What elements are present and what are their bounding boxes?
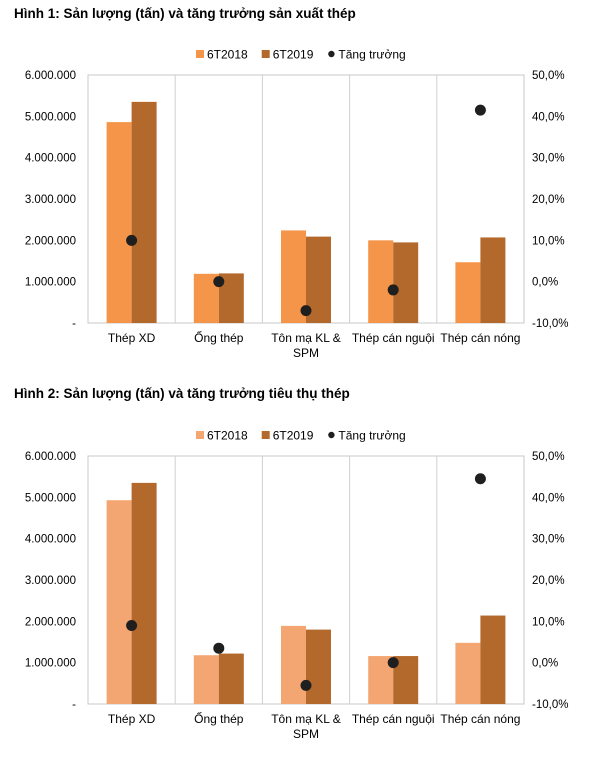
y2-tick-label: 10,0%	[532, 235, 565, 247]
y-tick-label: 2.000.000	[25, 616, 76, 628]
bar-6t2018	[368, 240, 394, 323]
legend-label: 6T2019	[273, 48, 314, 62]
bar-6t2019	[218, 653, 244, 704]
chart-consumption-plot: 6T2018 6T2019 Tăng trưởng - 1.000.000 2.000.0…	[25, 429, 569, 742]
bar-6t2019	[306, 629, 331, 704]
y-tick-label: 6.000.000	[25, 70, 76, 82]
bar-6t2019	[131, 101, 157, 323]
chart-title: Hình 1: Sản lượng (tấn) và tăng trưởng s…	[14, 6, 356, 21]
y2-tick-label: 50,0%	[532, 70, 565, 82]
bar-6t2019	[480, 237, 506, 323]
bar-6t2018	[193, 655, 219, 704]
y-tick-label: 4.000.000	[25, 534, 76, 546]
y2-tick-label: 20,0%	[532, 575, 565, 587]
bar-6t2018	[106, 500, 132, 704]
growth-marker	[387, 284, 399, 296]
y-tick-label: 3.000.000	[25, 575, 76, 587]
y2-tick-label: 0,0%	[532, 277, 558, 289]
legend-swatch-6t2018	[196, 50, 204, 58]
bar-6t2019	[393, 242, 419, 323]
chart-production-plot: 6T2018 6T2019 Tăng trưởng - 1.000.000 2.000.0…	[25, 48, 569, 361]
growth-marker	[474, 473, 486, 485]
growth-marker	[213, 642, 225, 654]
bar-6t2018	[455, 642, 481, 704]
growth-marker	[300, 305, 312, 317]
legend-marker-growth	[328, 50, 335, 58]
y2-tick-label: 10,0%	[532, 616, 565, 628]
y-tick-label: 6.000.000	[25, 451, 76, 463]
category-label: Thép cán nguội	[352, 331, 435, 345]
legend-swatch-6t2018	[196, 431, 204, 439]
growth-marker	[213, 276, 225, 288]
category-label: Thép cán nguội	[352, 712, 435, 726]
bar-6t2018	[281, 625, 306, 704]
category-label: Thép cán nóng	[440, 712, 520, 726]
bar-6t2018	[106, 122, 132, 324]
chart-production: Hình 1: Sản lượng (tấn) và tăng trưởng s…	[0, 0, 600, 380]
category-label: Tôn mạ KL &	[271, 712, 341, 726]
category-label: Thép cán nóng	[440, 331, 520, 345]
legend-label: 6T2018	[207, 48, 248, 62]
y-tick-label: 3.000.000	[25, 194, 76, 206]
y2-tick-label: 0,0%	[532, 658, 558, 670]
bar-6t2019	[131, 482, 157, 704]
y-tick-label: 2.000.000	[25, 235, 76, 247]
y2-tick-label: -10,0%	[532, 699, 568, 711]
y2-tick-label: 30,0%	[532, 153, 565, 165]
legend-label: 6T2018	[207, 429, 248, 443]
legend-label: 6T2019	[273, 429, 314, 443]
y-tick-label: 1.000.000	[25, 658, 76, 670]
category-label: Thép XD	[108, 331, 156, 345]
category-label: SPM	[293, 727, 319, 741]
y2-tick-label: 20,0%	[532, 194, 565, 206]
y-tick-label: 4.000.000	[25, 153, 76, 165]
legend-marker-growth	[328, 431, 335, 439]
legend-swatch-6t2019	[261, 50, 270, 58]
category-label: Ống thép	[194, 711, 244, 726]
y-tick-label: 5.000.000	[25, 111, 76, 123]
y2-tick-label: 50,0%	[532, 451, 565, 463]
category-label: Ống thép	[194, 330, 244, 345]
y-tick-label: -	[72, 699, 76, 711]
growth-marker	[126, 234, 138, 246]
y2-tick-label: 40,0%	[532, 111, 565, 123]
y2-tick-label: -10,0%	[532, 318, 568, 330]
y2-tick-label: 30,0%	[532, 534, 565, 546]
category-label: SPM	[293, 346, 319, 360]
y-tick-label: -	[72, 318, 76, 330]
chart-consumption: Hình 2: Sản lượng (tấn) và tăng trưởng t…	[0, 380, 600, 762]
growth-marker	[387, 657, 399, 669]
y2-tick-label: 40,0%	[532, 492, 565, 504]
y-tick-label: 1.000.000	[25, 277, 76, 289]
growth-marker	[474, 104, 486, 116]
category-label: Tôn mạ KL &	[271, 331, 341, 345]
growth-marker	[300, 679, 312, 691]
legend-label: Tăng trưởng	[338, 429, 405, 443]
bar-6t2019	[480, 615, 506, 704]
category-label: Thép XD	[108, 712, 156, 726]
legend-label: Tăng trưởng	[338, 48, 405, 62]
legend-swatch-6t2019	[261, 431, 270, 439]
bar-6t2018	[455, 262, 481, 323]
y-tick-label: 5.000.000	[25, 492, 76, 504]
chart-title: Hình 2: Sản lượng (tấn) và tăng trưởng t…	[14, 386, 350, 401]
growth-marker	[126, 619, 138, 631]
